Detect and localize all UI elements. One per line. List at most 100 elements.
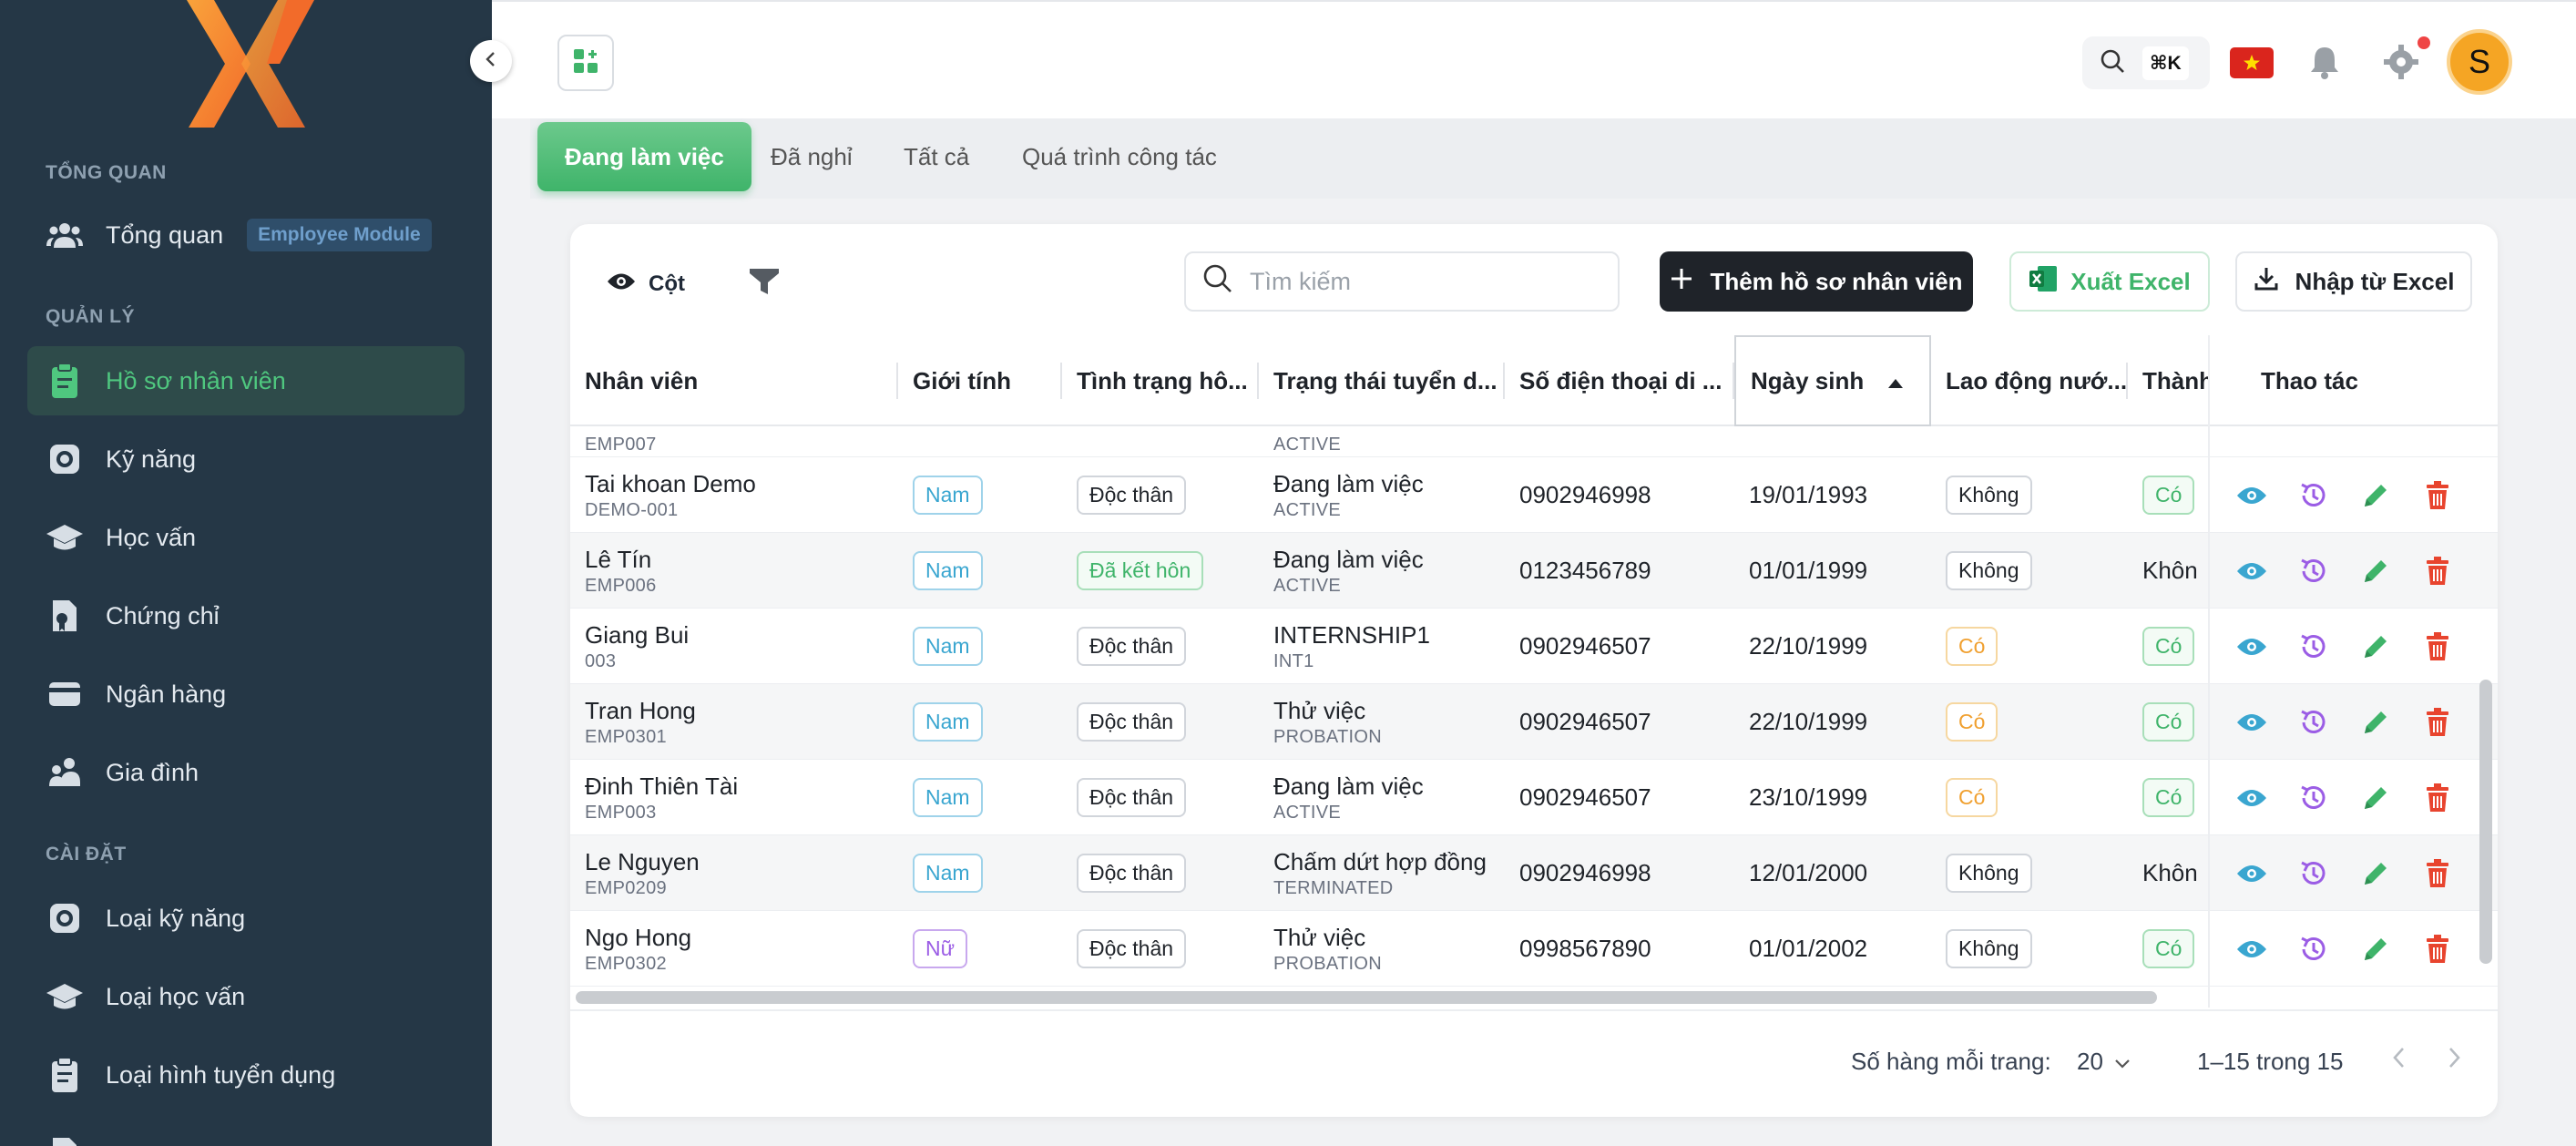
column-header-member[interactable]: Thành <box>2142 366 2210 394</box>
marital-chip: Độc thân <box>1077 929 1187 968</box>
edit-pencil-icon[interactable] <box>2356 551 2396 591</box>
delete-trash-icon[interactable] <box>2418 551 2458 591</box>
history-icon[interactable] <box>2294 702 2334 742</box>
history-icon[interactable] <box>2294 854 2334 894</box>
prev-page-button[interactable] <box>2390 1046 2408 1076</box>
history-icon[interactable] <box>2294 778 2334 818</box>
sidebar-item-skills[interactable]: Kỹ năng <box>27 425 465 494</box>
view-eye-icon[interactable] <box>2232 476 2272 516</box>
edit-pencil-icon[interactable] <box>2356 627 2396 667</box>
column-header-phone[interactable]: Số điện thoại di ... <box>1505 335 1734 426</box>
user-avatar[interactable]: S <box>2447 29 2512 95</box>
column-header-actions: Thao tác <box>2261 366 2358 394</box>
sidebar-collapse-button[interactable] <box>470 40 512 82</box>
history-icon[interactable] <box>2294 627 2334 667</box>
column-header-gender[interactable]: Giới tính <box>898 335 1062 426</box>
sidebar-item-skill-types[interactable]: Loại kỹ năng <box>27 884 465 953</box>
edit-pencil-icon[interactable] <box>2356 476 2396 516</box>
delete-trash-icon[interactable] <box>2418 476 2458 516</box>
tab-working[interactable]: Đang làm việc <box>537 122 751 191</box>
settings-gear-icon[interactable] <box>2381 42 2421 87</box>
sidebar-item-overview[interactable]: Tổng quan Employee Module <box>27 200 465 270</box>
column-header-employee[interactable]: Nhân viên <box>570 335 898 426</box>
gender-chip: Nam <box>913 778 983 817</box>
delete-trash-icon[interactable] <box>2418 854 2458 894</box>
gender-chip: Nam <box>913 854 983 893</box>
plus-icon <box>1670 267 1693 297</box>
columns-button[interactable]: Cột <box>607 255 685 313</box>
edit-pencil-icon[interactable] <box>2356 854 2396 894</box>
table-row[interactable]: Tran Hong EMP0301 Nam Độc thân Thử việc … <box>570 684 2498 760</box>
view-eye-icon[interactable] <box>2232 778 2272 818</box>
sidebar-item-label: Loại kỹ năng <box>106 904 246 932</box>
employee-table-card: Cột Tìm kiếm Thêm hồ sơ nhân viên Xuất E… <box>570 224 2498 1117</box>
sidebar-item-certificates[interactable]: Chứng chỉ <box>27 581 465 650</box>
search-input[interactable]: Tìm kiếm <box>1184 251 1620 312</box>
apps-button[interactable] <box>557 35 614 91</box>
status-cell: Đang làm việc ACTIVE <box>1259 457 1505 533</box>
sidebar-item-bank[interactable]: Ngân hàng <box>27 660 465 729</box>
next-page-button[interactable] <box>2445 1046 2463 1076</box>
delete-trash-icon[interactable] <box>2418 627 2458 667</box>
employee-cell: Lê Tín EMP006 <box>570 533 898 609</box>
employee-code: EMP006 <box>585 575 657 596</box>
table-row[interactable]: Đinh Thiên Tài EMP003 Nam Độc thân Đang … <box>570 760 2498 835</box>
edit-pencil-icon[interactable] <box>2356 702 2396 742</box>
vertical-scrollbar[interactable] <box>2479 680 2492 964</box>
table-row[interactable]: Tai khoan Demo DEMO-001 Nam Độc thân Đan… <box>570 457 2498 533</box>
add-employee-button[interactable]: Thêm hồ sơ nhân viên <box>1660 251 1973 312</box>
sidebar-item-label: Học vấn <box>106 523 197 551</box>
delete-trash-icon[interactable] <box>2418 702 2458 742</box>
rows-per-page-select[interactable]: 20 <box>2077 1048 2131 1076</box>
status-cell: Thử việc PROBATION <box>1259 911 1505 987</box>
clipboard-icon <box>46 362 84 400</box>
delete-trash-icon[interactable] <box>2418 929 2458 969</box>
sidebar-item-employee-profiles[interactable]: Hồ sơ nhân viên <box>27 346 465 415</box>
sidebar-item-family[interactable]: Gia đình <box>27 738 465 807</box>
sidebar-item-education-types[interactable]: Loại học vấn <box>27 962 465 1031</box>
edit-pencil-icon[interactable] <box>2356 778 2396 818</box>
delete-trash-icon[interactable] <box>2418 778 2458 818</box>
tab-resigned[interactable]: Đã nghỉ <box>771 142 853 170</box>
table-row-partial[interactable]: EMP007 ACTIVE <box>570 426 2498 457</box>
view-eye-icon[interactable] <box>2232 627 2272 667</box>
language-flag-icon[interactable] <box>2230 47 2274 78</box>
view-eye-icon[interactable] <box>2232 854 2272 894</box>
member-chip: Có <box>2142 627 2195 666</box>
column-header-marital-status[interactable]: Tình trạng hô... <box>1062 335 1259 426</box>
table-row[interactable]: Ngo Hong EMP0302 Nữ Độc thân Thử việc PR… <box>570 911 2498 987</box>
export-excel-button[interactable]: Xuất Excel <box>2009 251 2210 312</box>
top-bar: ⌘K S <box>492 0 2576 118</box>
notification-bell-icon[interactable] <box>2305 42 2345 87</box>
column-header-employment-status[interactable]: Trạng thái tuyển d... <box>1259 335 1505 426</box>
view-eye-icon[interactable] <box>2232 702 2272 742</box>
eye-icon <box>607 271 636 298</box>
history-icon[interactable] <box>2294 476 2334 516</box>
sidebar-item-more[interactable] <box>27 1119 465 1146</box>
excel-icon <box>2029 265 2058 299</box>
history-icon[interactable] <box>2294 929 2334 969</box>
table-row[interactable]: Le Nguyen EMP0209 Nam Độc thân Chấm dứt … <box>570 835 2498 911</box>
filter-button[interactable] <box>749 255 780 313</box>
view-eye-icon[interactable] <box>2232 929 2272 969</box>
view-eye-icon[interactable] <box>2232 551 2272 591</box>
table-row[interactable]: Lê Tín EMP006 Nam Đã kết hôn Đang làm vi… <box>570 533 2498 609</box>
tab-all[interactable]: Tất cả <box>904 142 970 170</box>
sidebar-item-label: Chứng chỉ <box>106 601 220 629</box>
global-search-button[interactable]: ⌘K <box>2082 36 2210 89</box>
pagination-bar: Số hàng mỗi trang: 20 1–15 trong 15 <box>570 1009 2498 1117</box>
import-excel-button[interactable]: Nhập từ Excel <box>2235 251 2472 312</box>
column-header-dob[interactable]: Ngày sinh <box>1734 335 1931 426</box>
sidebar-item-education[interactable]: Học vấn <box>27 503 465 572</box>
column-header-foreign-worker[interactable]: Lao động nướ... <box>1931 335 2128 426</box>
sidebar-item-employment-types[interactable]: Loại hình tuyển dụng <box>27 1040 465 1110</box>
horizontal-scrollbar[interactable] <box>576 991 2157 1004</box>
tab-work-history[interactable]: Quá trình công tác <box>1022 142 1217 170</box>
dob-cell: 22/10/1999 <box>1749 708 1868 735</box>
employee-name: Đinh Thiên Tài <box>585 772 739 800</box>
table-row[interactable]: Giang Bui 003 Nam Độc thân INTERNSHIP1 I… <box>570 609 2498 684</box>
history-icon[interactable] <box>2294 551 2334 591</box>
actions-cell <box>2210 911 2498 986</box>
phone-cell: 0902946998 <box>1519 481 1651 508</box>
edit-pencil-icon[interactable] <box>2356 929 2396 969</box>
